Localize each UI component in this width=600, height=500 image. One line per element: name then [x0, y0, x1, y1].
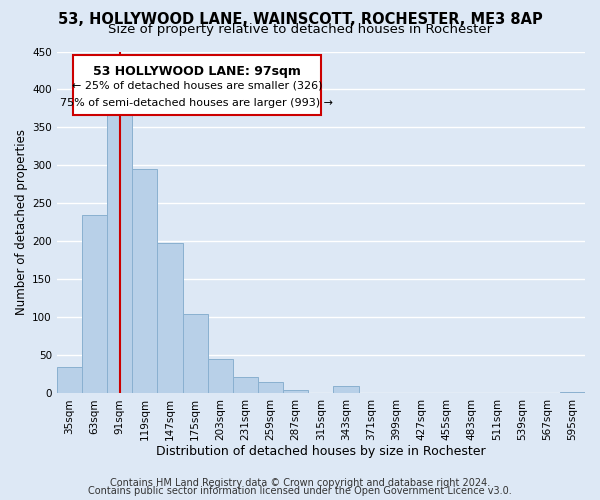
Text: 53 HOLLYWOOD LANE: 97sqm: 53 HOLLYWOOD LANE: 97sqm: [93, 65, 301, 78]
Y-axis label: Number of detached properties: Number of detached properties: [15, 130, 28, 316]
FancyBboxPatch shape: [73, 55, 321, 114]
Text: Contains HM Land Registry data © Crown copyright and database right 2024.: Contains HM Land Registry data © Crown c…: [110, 478, 490, 488]
Bar: [132, 169, 157, 394]
Bar: [107, 114, 132, 394]
Bar: [258, 382, 283, 394]
Text: 75% of semi-detached houses are larger (993) →: 75% of semi-detached houses are larger (…: [60, 98, 333, 108]
Text: ← 25% of detached houses are smaller (326): ← 25% of detached houses are smaller (32…: [71, 80, 322, 90]
Text: Contains public sector information licensed under the Open Government Licence v3: Contains public sector information licen…: [88, 486, 512, 496]
X-axis label: Distribution of detached houses by size in Rochester: Distribution of detached houses by size …: [156, 444, 486, 458]
Bar: [208, 359, 233, 394]
Bar: [157, 243, 182, 394]
Bar: [283, 390, 308, 394]
Text: Size of property relative to detached houses in Rochester: Size of property relative to detached ho…: [108, 22, 492, 36]
Bar: [560, 392, 585, 394]
Bar: [82, 215, 107, 394]
Bar: [233, 376, 258, 394]
Bar: [334, 386, 359, 394]
Text: 53, HOLLYWOOD LANE, WAINSCOTT, ROCHESTER, ME3 8AP: 53, HOLLYWOOD LANE, WAINSCOTT, ROCHESTER…: [58, 12, 542, 26]
Bar: [182, 314, 208, 394]
Bar: [57, 367, 82, 394]
